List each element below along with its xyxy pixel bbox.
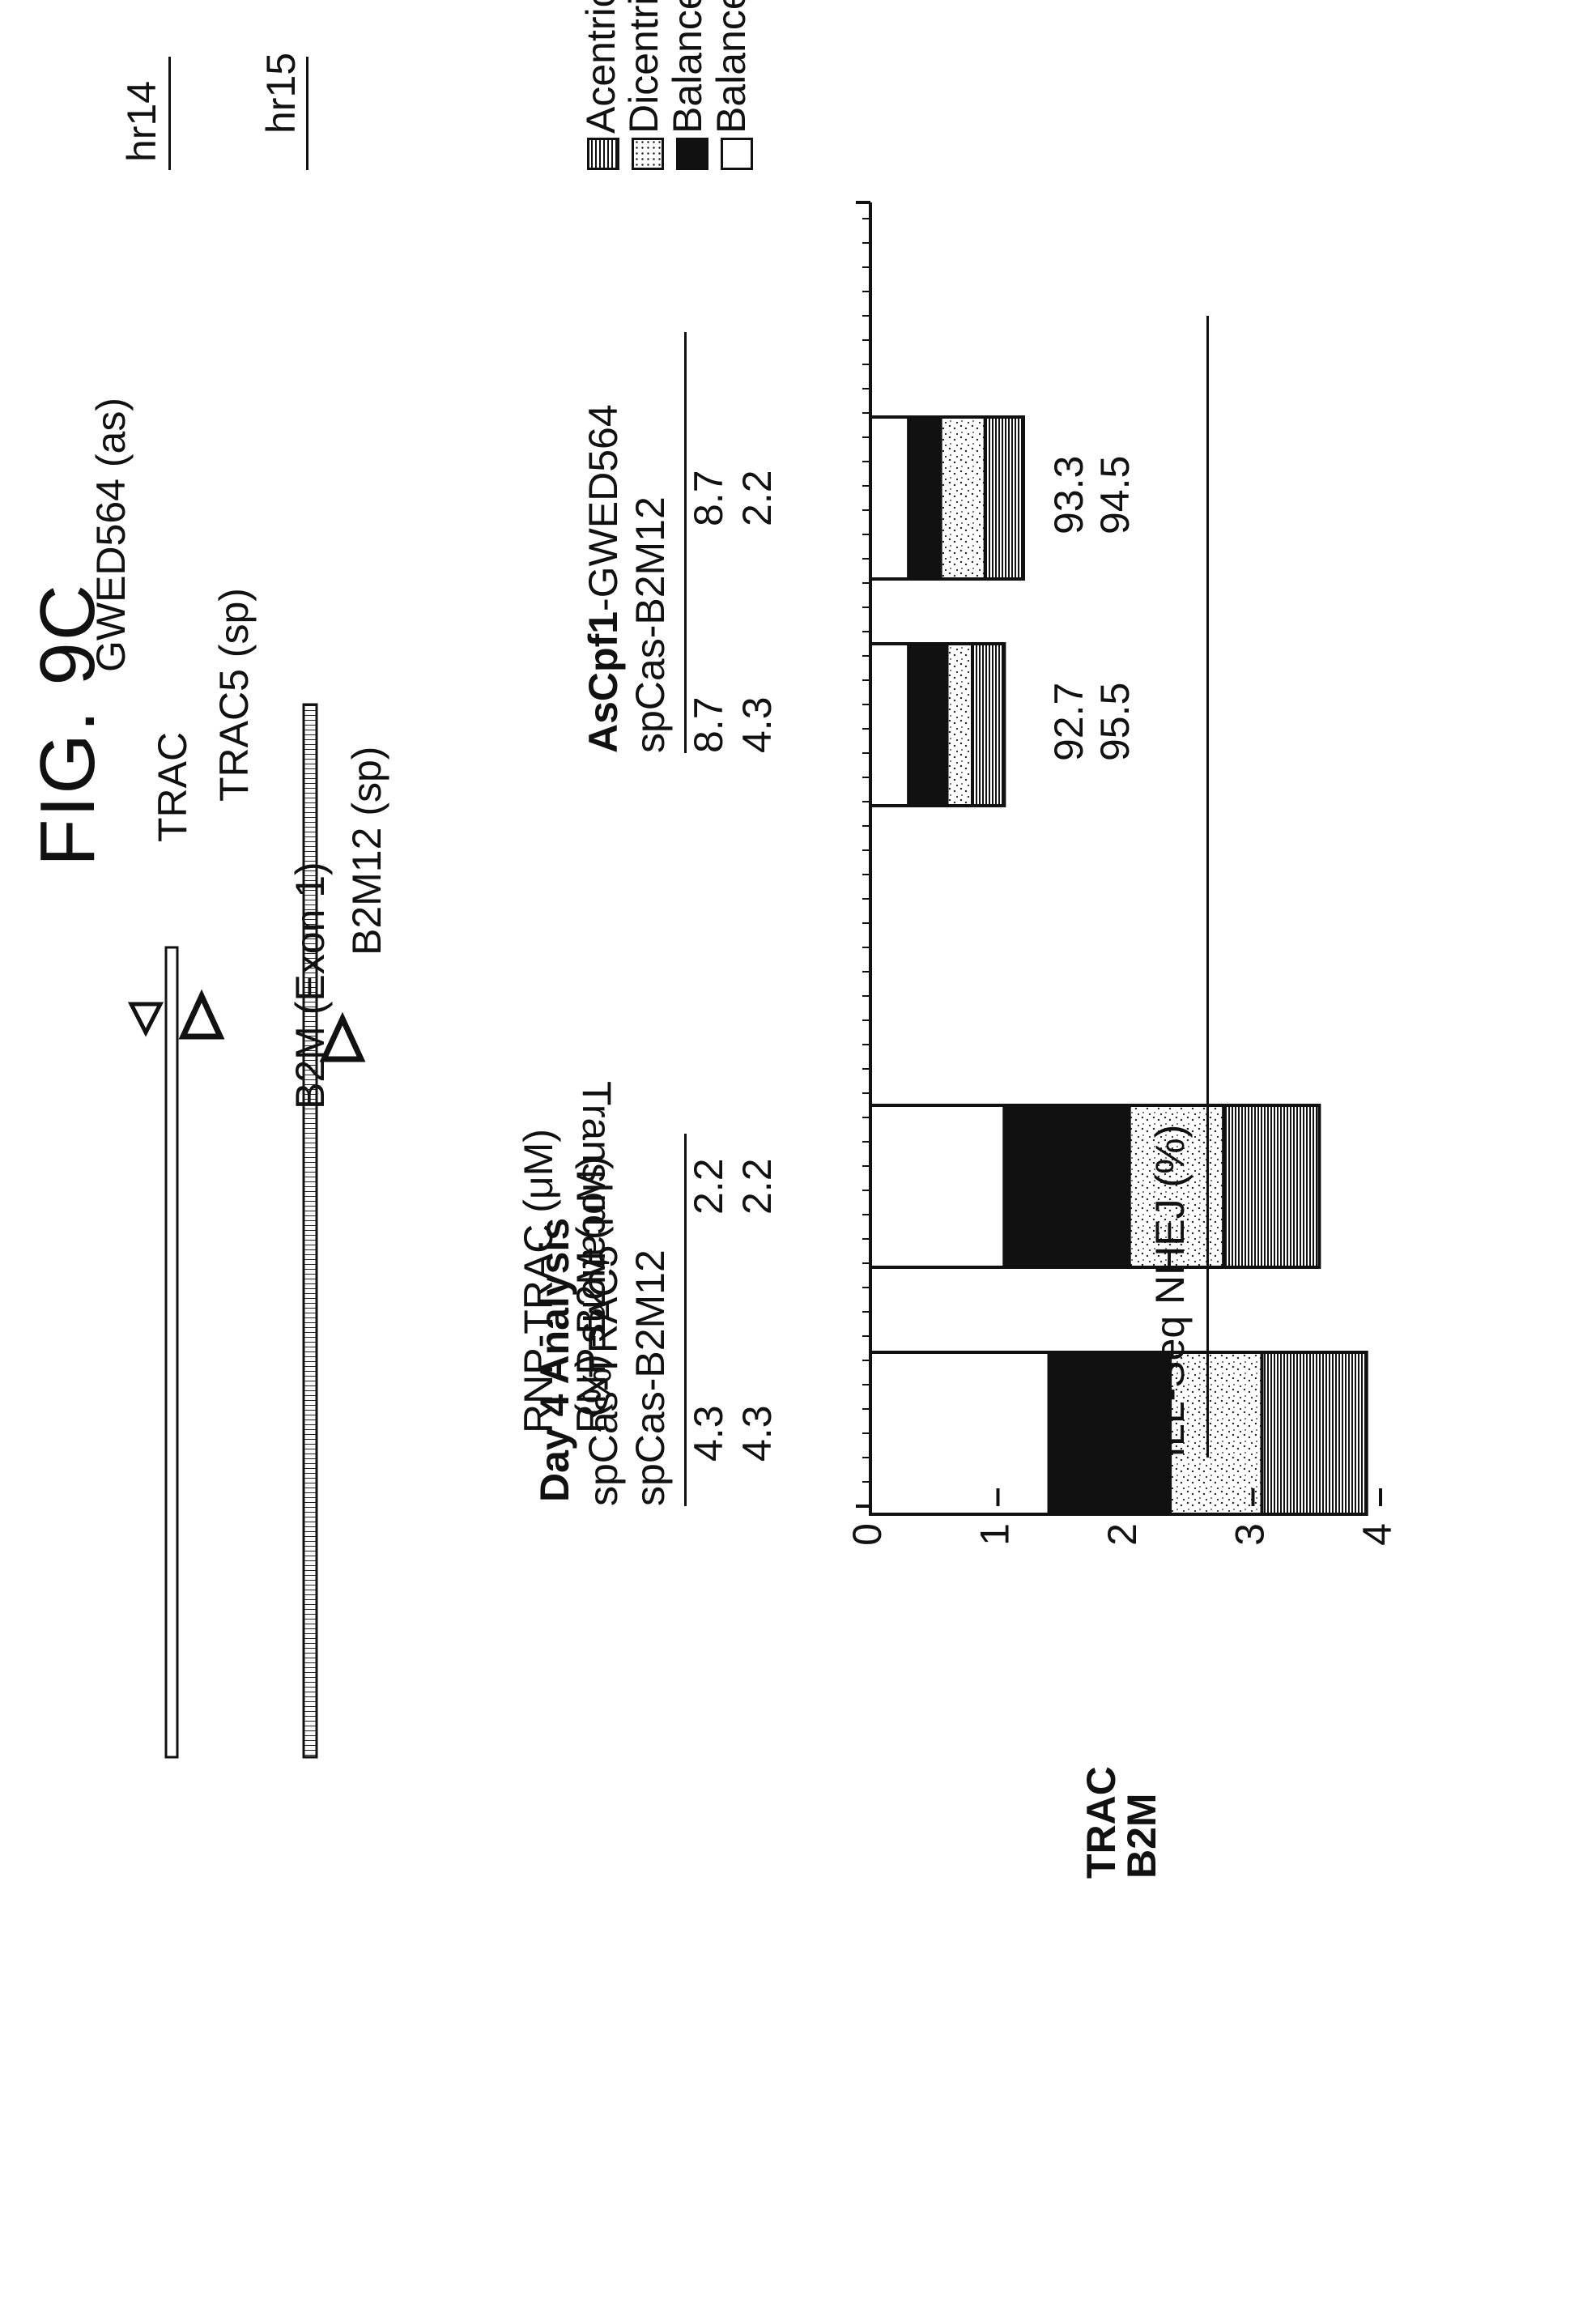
- group-2-top-label: AsCpf1-GWED564: [581, 404, 626, 753]
- bar-3-acentric: [971, 642, 1006, 807]
- group-1-bottom-label: spCas-B2M12: [628, 1249, 673, 1506]
- row-label-rnp-b2m: RNP-B2M (μM): [568, 1156, 614, 1433]
- rnp-trac-value-1: 4.3: [686, 1405, 731, 1462]
- row-label-rnp-trac: RNP-TRAC (μM): [516, 1129, 561, 1433]
- legend-label-balanced-1: Balanced 1: [708, 0, 754, 134]
- legend-label-dicentric: Dicentric: [621, 0, 666, 134]
- group-2-underline: [684, 332, 687, 753]
- row-label-trac: TRAC: [1079, 1766, 1124, 1879]
- y-tick-label-3: 3: [1227, 1523, 1273, 1546]
- rnp-trac-value-3: 8.7: [686, 696, 731, 753]
- nhej-trac-value-1: 90.3: [1046, 1390, 1091, 1470]
- bars-layer: [869, 415, 1368, 1516]
- bar-1-acentric: [1260, 1351, 1368, 1516]
- legend-swatch-balanced-1: [721, 138, 753, 170]
- y-axis: 0 1 2 3 4: [845, 201, 1400, 1546]
- rnp-b2m-value-1: 4.3: [734, 1405, 780, 1462]
- legend-swatch-balanced-2: [676, 138, 708, 170]
- gwed564-cut-marker: [127, 1002, 164, 1037]
- nhej-b2m-value-1: 91.8: [1092, 1390, 1138, 1470]
- rnp-b2m-value-3: 4.3: [734, 696, 780, 753]
- nhej-b2m-value-4: 94.5: [1092, 455, 1138, 534]
- group-2-rest-part: -GWED564: [581, 404, 626, 611]
- bar-4-balanced-1: [869, 415, 911, 581]
- nhej-b2m-value-3: 95.5: [1092, 682, 1138, 761]
- b2m12-cut-marker: [319, 1011, 366, 1062]
- nhej-trac-value-2: 85.3: [1046, 1143, 1091, 1223]
- y-tick-label-1: 1: [972, 1523, 1018, 1546]
- x-axis-label: ILL-Seq NHEJ (%): [1147, 1124, 1193, 1458]
- legend-swatch-acentric: [587, 138, 619, 170]
- bar-4-acentric: [983, 415, 1025, 581]
- bar-4-dicentric: [938, 415, 987, 581]
- trac5-cut-marker: [178, 989, 225, 1040]
- nhej-trac-value-4: 93.3: [1046, 455, 1091, 534]
- rnp-trac-value-4: 8.7: [686, 470, 731, 526]
- bar-4-balanced-2: [907, 415, 942, 581]
- bar-3-balanced-1: [869, 642, 911, 807]
- bar-2-balanced-1: [869, 1104, 1006, 1269]
- x-axis-label-overline: [1206, 316, 1209, 1458]
- rnp-b2m-value-4: 2.2: [734, 470, 780, 526]
- y-tick-label-4: 4: [1355, 1523, 1400, 1546]
- group-2-bold-part: AsCpf1: [581, 611, 626, 753]
- legend-label-acentric: Acentric: [578, 0, 623, 134]
- chr14-bar: [164, 946, 179, 1759]
- bar-3-dicentric: [945, 642, 974, 807]
- bar-2-acentric: [1222, 1104, 1321, 1269]
- chr15-bar: [302, 703, 318, 1759]
- bar-1-balanced-1: [869, 1351, 1051, 1516]
- y-tick-label-2: 2: [1100, 1523, 1145, 1546]
- row-label-b2m: B2M: [1119, 1793, 1164, 1879]
- nhej-trac-value-3: 92.7: [1046, 682, 1091, 761]
- rnp-trac-value-2: 2.2: [686, 1158, 731, 1215]
- legend-label-balanced-2: Balanced 2: [665, 0, 710, 134]
- y-tick-label-0: 0: [845, 1523, 890, 1546]
- nhej-b2m-value-2: 89.4: [1092, 1143, 1138, 1223]
- rnp-b2m-value-2: 2.2: [734, 1158, 780, 1215]
- group-2-bottom-label: spCas-B2M12: [628, 496, 673, 753]
- legend-swatch-dicentric: [632, 138, 664, 170]
- bar-3-balanced-2: [907, 642, 949, 807]
